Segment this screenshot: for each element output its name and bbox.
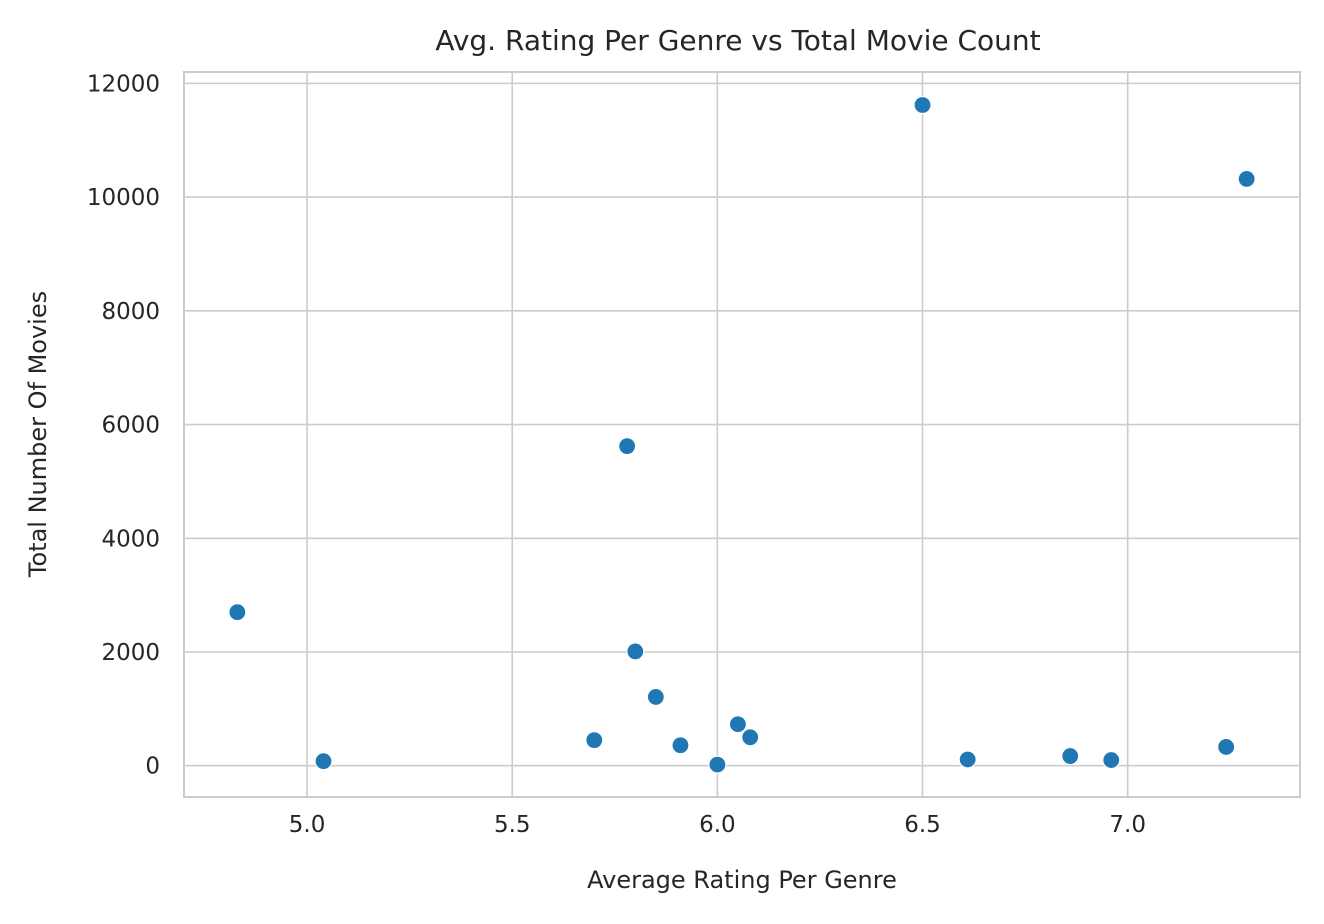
data-point <box>728 715 747 734</box>
data-points <box>228 95 1256 774</box>
plot-frame <box>183 71 1301 798</box>
y-tick-label: 6000 <box>101 413 160 439</box>
chart-title: Avg. Rating Per Genre vs Total Movie Cou… <box>435 24 1040 57</box>
y-tick-label: 2000 <box>101 640 160 666</box>
y-tick-label: 4000 <box>101 526 160 552</box>
y-tick-label: 12000 <box>87 71 160 97</box>
y-tick-label: 10000 <box>87 185 160 211</box>
x-axis-label: Average Rating Per Genre <box>587 866 897 894</box>
data-point <box>618 437 637 456</box>
y-axis-label: Total Number Of Movies <box>24 291 52 578</box>
data-point <box>1237 169 1256 189</box>
x-tick-label: 6.0 <box>699 812 736 838</box>
x-tick-label: 6.5 <box>904 812 941 838</box>
data-point <box>314 752 333 771</box>
x-tick-label: 5.5 <box>494 812 531 838</box>
grid-lines <box>184 72 1300 797</box>
data-point <box>913 95 932 115</box>
data-point <box>1102 750 1121 770</box>
y-tick-labels: 0 2000 4000 6000 8000 10000 12000 <box>87 71 160 779</box>
x-tick-label: 7.0 <box>1109 812 1146 838</box>
data-point <box>1217 737 1236 757</box>
x-tick-labels: 5.0 5.5 6.0 6.5 7.0 <box>289 812 1146 838</box>
data-point <box>958 750 977 769</box>
data-point <box>708 755 727 774</box>
y-tick-label: 8000 <box>101 299 160 325</box>
y-tick-label: 0 <box>145 754 160 780</box>
data-point <box>741 728 760 747</box>
data-point <box>585 731 604 750</box>
data-point <box>671 736 690 755</box>
data-point <box>1061 746 1080 766</box>
data-point <box>646 687 665 707</box>
data-point <box>228 603 247 622</box>
data-point <box>626 642 645 661</box>
x-tick-label: 5.0 <box>289 812 326 838</box>
